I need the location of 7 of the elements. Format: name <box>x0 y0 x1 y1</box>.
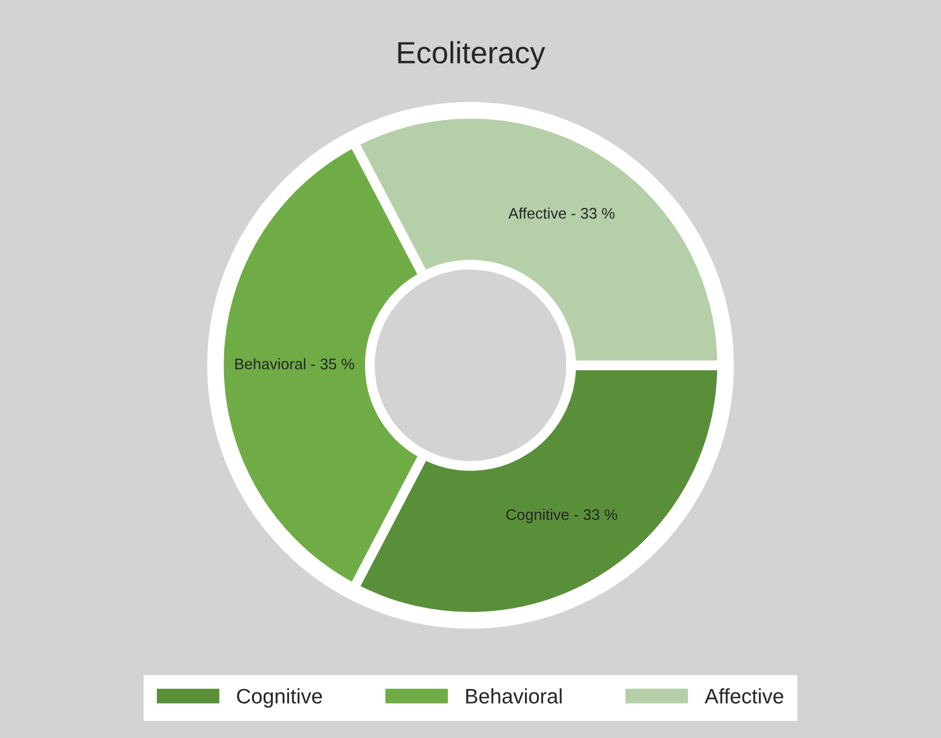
legend-label: Cognitive <box>237 688 322 708</box>
text: Behavioral - 35 % <box>235 358 354 370</box>
chart-title: Ecoliteracy <box>398 41 546 70</box>
legend-label: Behavioral <box>466 688 562 704</box>
text: Affective - 33 % <box>508 208 615 219</box>
text: Cognitive - 33 % <box>506 508 618 524</box>
legend-label: Affective <box>704 688 784 704</box>
